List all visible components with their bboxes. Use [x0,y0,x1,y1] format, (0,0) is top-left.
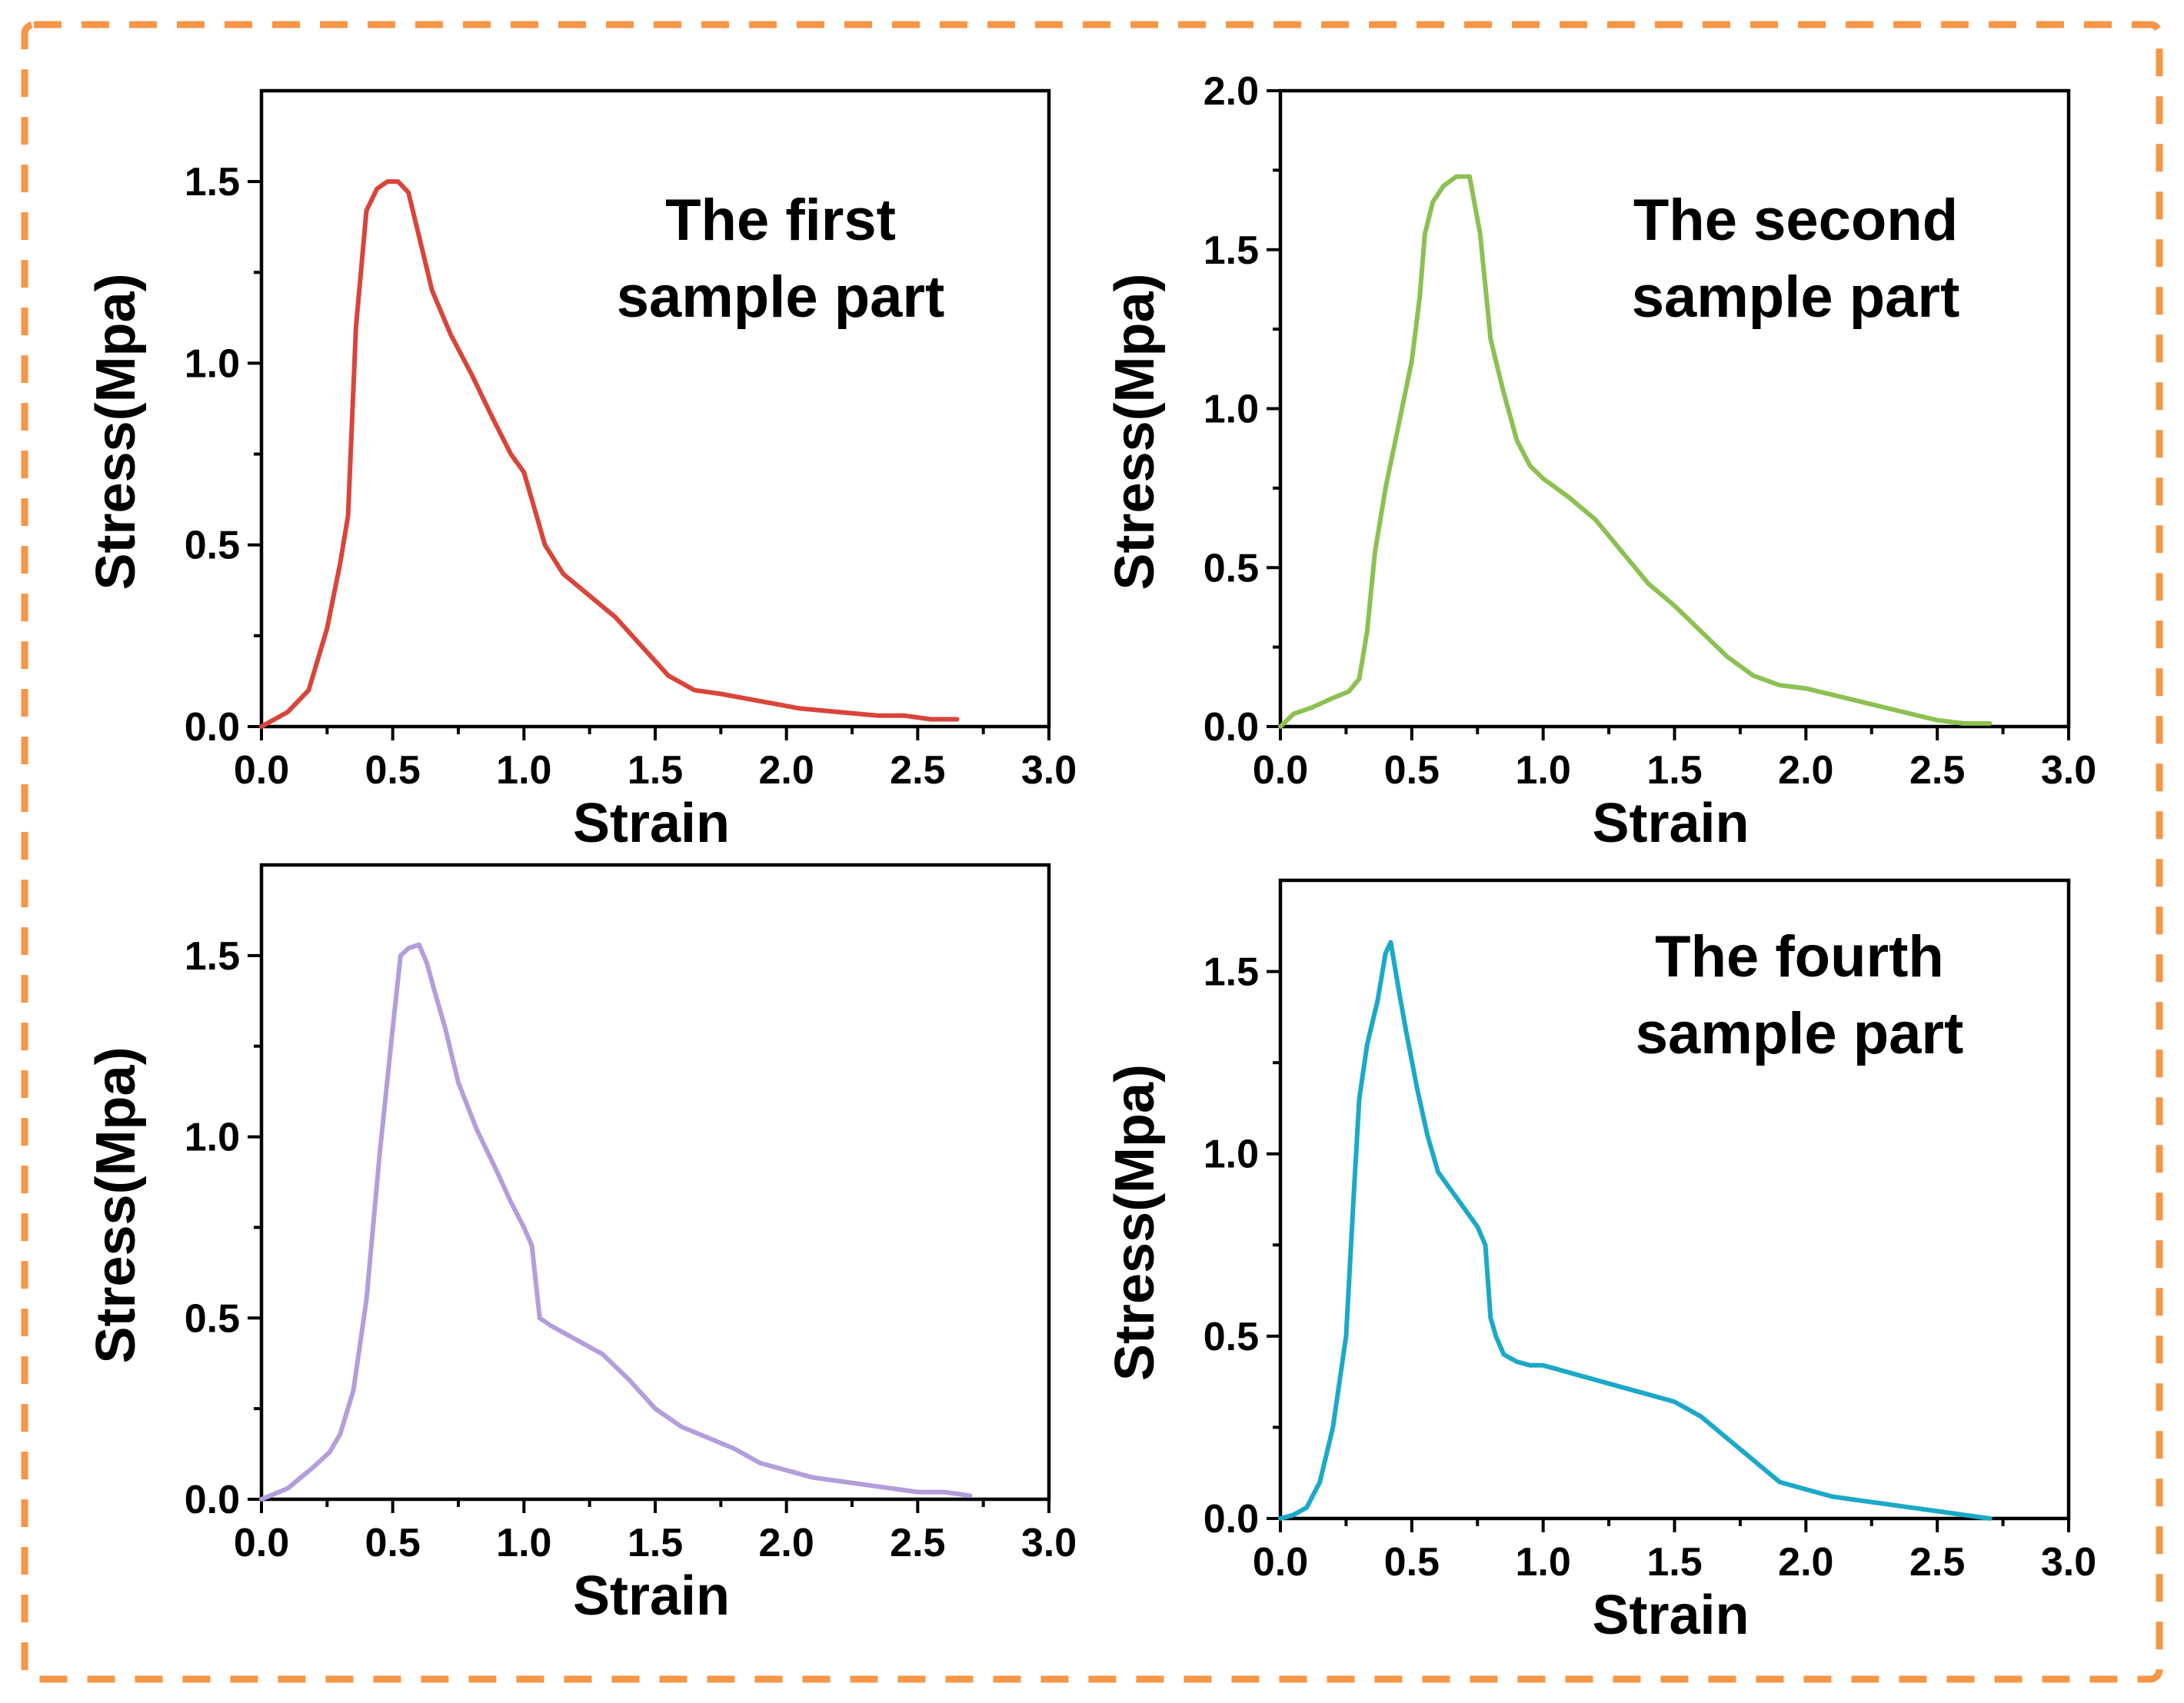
x-tick-label: 2.5 [890,1521,945,1565]
x-tick-label: 1.5 [628,1521,683,1565]
y-tick-label: 0.5 [185,1296,240,1341]
x-axis-title: Strain [573,793,730,854]
x-tick-label: 1.0 [1516,748,1571,793]
chart-panel-2: 0.0 0.5 1.0 1.5 2.0 2.5 3.0 0.0 0.5 1.0 1.5 2.0 Stra… [1104,69,2096,854]
chart-panel-1: 0.0 0.5 1.0 1.5 2.0 2.5 3.00.00.51.01.5StrainS… [85,88,1077,854]
x-tick-label: 1.5 [1646,748,1702,793]
x-tick-label: 2.0 [759,748,814,793]
x-tick-label: 0.0 [1253,748,1308,793]
x-axis-title: Strain [573,1565,730,1627]
plot-area-frame [259,863,1051,1502]
x-tick-label: 0.5 [365,1521,421,1565]
x-tick-label: 0.5 [1384,1540,1440,1585]
x-tick-label: 2.5 [890,748,945,793]
x-tick-label: 0.5 [1384,748,1440,793]
chart-panel-4: 0.0 0.5 1.0 1.5 2.0 2.5 3.00.00.51.01.5StrainS… [1104,878,2096,1646]
y-tick-label: 0.5 [1204,546,1259,590]
y-tick-label: 1.0 [185,341,240,386]
y-tick-label: 0.5 [185,524,240,568]
y-tick-label: 0.5 [1204,1315,1259,1359]
y-tick-label: 2.0 [1204,69,1259,114]
x-tick-label: 1.0 [496,748,551,793]
series-line-2 [1278,174,1993,729]
sample-annotation-line: sample part [1636,1001,1964,1066]
y-tick-label: 0.0 [1204,705,1259,750]
y-tick-label: 1.0 [1204,387,1259,432]
y-axis-title: Stress(Mpa) [1104,273,1166,590]
x-tick-label: 0.0 [234,748,289,793]
x-tick-label: 2.0 [1778,1540,1833,1585]
x-tick-label: 3.0 [1021,748,1077,793]
sample-annotation-line: sample part [617,264,945,330]
sample-annotation-line: sample part [1632,264,1960,330]
y-axis-title: Stress(Mpa) [85,273,147,590]
y-tick-label: 1.5 [185,160,240,205]
x-tick-label: 2.0 [1778,748,1833,793]
y-tick-label: 1.5 [185,934,240,979]
series-line-4 [1278,940,1993,1521]
y-tick-label: 1.5 [1204,950,1259,995]
y-tick-label: 1.0 [1204,1133,1259,1177]
dashed-frame [21,21,2163,1683]
x-tick-label: 3.0 [2041,1540,2096,1585]
x-axis-title: Strain [1592,793,1749,854]
sample-annotation-line: The fourth [1655,924,1944,990]
y-tick-label: 0.0 [185,705,240,750]
x-tick-label: 1.5 [1646,1540,1702,1585]
y-axis-title: Stress(Mpa) [1104,1064,1166,1381]
x-tick-label: 0.0 [234,1521,289,1565]
y-tick-label: 1.0 [185,1116,240,1160]
sample-annotation-line: The first [665,188,896,253]
x-tick-label: 1.0 [496,1521,551,1565]
x-tick-label: 1.5 [628,748,683,793]
x-tick-label: 2.5 [1909,748,1965,793]
series-line-3 [259,942,973,1502]
series-line-1 [259,179,960,729]
x-axis-title: Strain [1592,1585,1749,1646]
y-axis-title: Stress(Mpa) [85,1046,147,1363]
x-tick-label: 3.0 [2041,748,2096,793]
x-tick-label: 0.5 [365,748,421,793]
y-tick-label: 1.5 [1204,228,1259,273]
y-tick-label: 0.0 [185,1478,240,1522]
x-tick-label: 1.0 [1516,1540,1571,1585]
plot-area-frame [1278,88,2071,729]
y-tick-label: 0.0 [1204,1497,1259,1542]
x-tick-label: 2.5 [1909,1540,1965,1585]
chart-panel-3: 0.0 0.5 1.0 1.5 2.0 2.5 3.00.00.51.01.5StrainS… [85,863,1077,1627]
x-tick-label: 2.0 [759,1521,814,1565]
x-tick-label: 0.0 [1253,1540,1308,1585]
x-tick-label: 3.0 [1021,1521,1077,1565]
sample-annotation-line: The second [1633,188,1958,253]
